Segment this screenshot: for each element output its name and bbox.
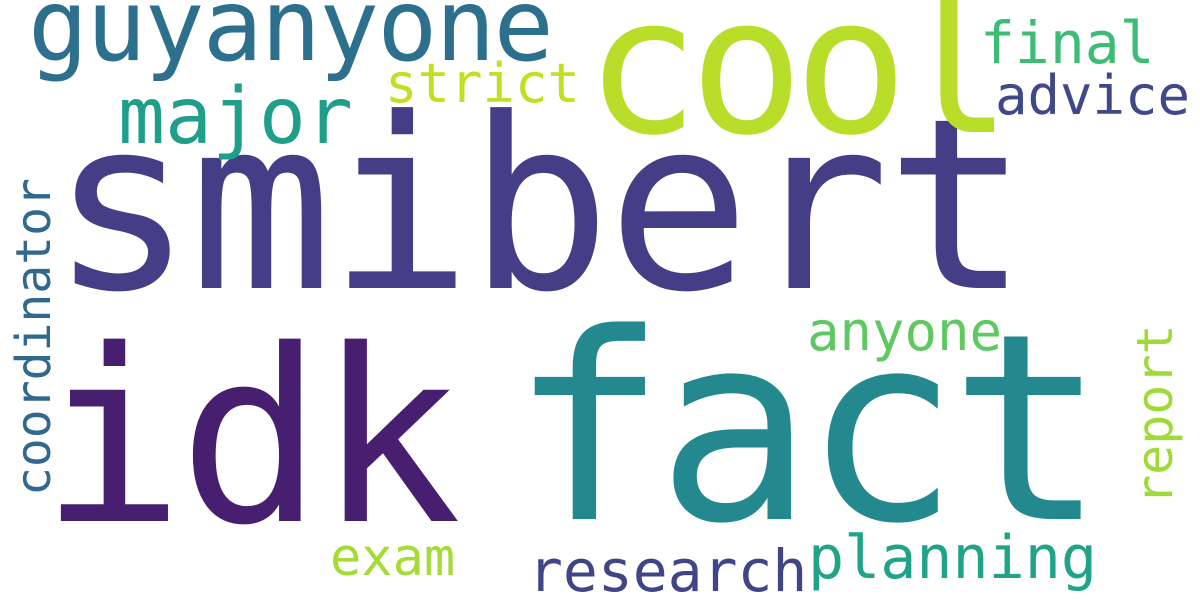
- word-research: research: [528, 537, 808, 600]
- word-strict: strict: [385, 52, 581, 115]
- word-report: report: [1126, 324, 1184, 505]
- word-planning: planning: [808, 523, 1097, 593]
- word-cool: cool: [585, 0, 1013, 177]
- word-exam: exam: [330, 528, 456, 588]
- word-fact: fact: [510, 279, 1106, 581]
- word-advice: advice: [995, 64, 1191, 127]
- word-major: major: [118, 72, 353, 162]
- word-smibert: smibert: [50, 68, 1029, 345]
- word-guyanyone: guyanyone: [28, 0, 554, 84]
- word-final: final: [980, 9, 1155, 77]
- word-coordinator: coordinator: [6, 178, 62, 496]
- word-idk: idk: [40, 298, 461, 578]
- word-anyone: anyone: [807, 300, 1003, 363]
